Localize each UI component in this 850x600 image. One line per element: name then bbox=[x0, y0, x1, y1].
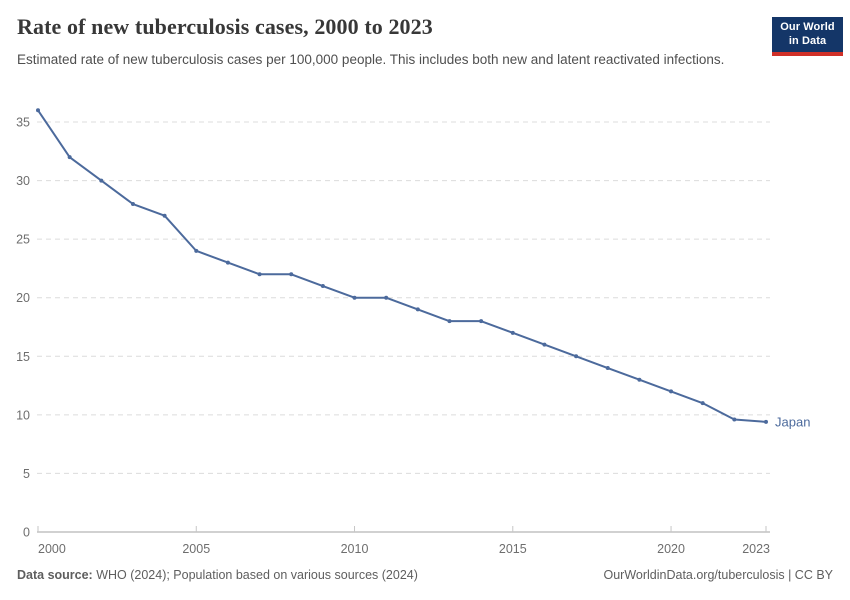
data-source-label: Data source: bbox=[17, 568, 93, 582]
y-axis-label: 20 bbox=[16, 291, 30, 305]
page-title: Rate of new tuberculosis cases, 2000 to … bbox=[17, 14, 433, 39]
y-axis-label: 30 bbox=[16, 174, 30, 188]
data-point[interactable] bbox=[225, 260, 230, 265]
owid-logo[interactable]: Our World in Data bbox=[772, 17, 843, 56]
x-axis-label: 2020 bbox=[657, 542, 685, 556]
page-subtitle: Estimated rate of new tuberculosis cases… bbox=[17, 52, 725, 67]
x-axis-label: 2000 bbox=[38, 542, 66, 556]
data-point[interactable] bbox=[669, 389, 674, 394]
data-point[interactable] bbox=[352, 295, 357, 300]
data-point[interactable] bbox=[36, 108, 40, 113]
data-point[interactable] bbox=[384, 295, 389, 300]
chart-footer: Data source: WHO (2024); Population base… bbox=[17, 568, 833, 582]
data-point[interactable] bbox=[479, 319, 484, 324]
data-point[interactable] bbox=[130, 202, 135, 207]
license-link[interactable]: OurWorldinData.org/tuberculosis | CC BY bbox=[603, 568, 834, 582]
y-axis-label: 10 bbox=[16, 408, 30, 422]
data-point[interactable] bbox=[194, 248, 199, 253]
data-point[interactable] bbox=[289, 272, 294, 277]
y-axis-label: 25 bbox=[16, 233, 30, 247]
data-point[interactable] bbox=[700, 401, 705, 406]
data-point[interactable] bbox=[574, 354, 579, 359]
data-point[interactable] bbox=[605, 366, 610, 371]
x-axis-label: 2005 bbox=[182, 542, 210, 556]
data-point[interactable] bbox=[67, 155, 72, 160]
data-point[interactable] bbox=[510, 330, 515, 335]
data-point[interactable] bbox=[257, 272, 262, 277]
data-point[interactable] bbox=[447, 319, 452, 324]
data-point[interactable] bbox=[99, 178, 104, 183]
y-axis-label: 5 bbox=[23, 467, 30, 481]
data-point[interactable] bbox=[542, 342, 547, 347]
y-axis-label: 35 bbox=[16, 116, 30, 130]
y-axis-label: 15 bbox=[16, 350, 30, 364]
series-line-japan[interactable] bbox=[37, 109, 767, 423]
x-axis-label: 2010 bbox=[341, 542, 369, 556]
data-point[interactable] bbox=[637, 377, 642, 382]
y-axis-label: 0 bbox=[23, 526, 30, 540]
x-axis-label: 2023 bbox=[742, 542, 770, 556]
x-axis-label: 2015 bbox=[499, 542, 527, 556]
owid-logo-line1: Our World bbox=[780, 21, 835, 33]
data-source-text: WHO (2024); Population based on various … bbox=[92, 568, 418, 582]
data-point[interactable] bbox=[320, 284, 325, 289]
data-source: Data source: WHO (2024); Population base… bbox=[17, 568, 418, 582]
data-point[interactable] bbox=[732, 417, 737, 422]
line-chart-canvas: 0 5 10 15 20 25 30 35 2000 2005 2010 2015 2020 2023 Ja… bbox=[16, 108, 810, 556]
data-point[interactable] bbox=[415, 307, 420, 312]
data-point[interactable] bbox=[764, 419, 768, 424]
data-point[interactable] bbox=[162, 213, 167, 218]
series-label-japan[interactable]: Japan bbox=[775, 414, 810, 429]
owid-logo-line2: in Data bbox=[788, 34, 827, 47]
